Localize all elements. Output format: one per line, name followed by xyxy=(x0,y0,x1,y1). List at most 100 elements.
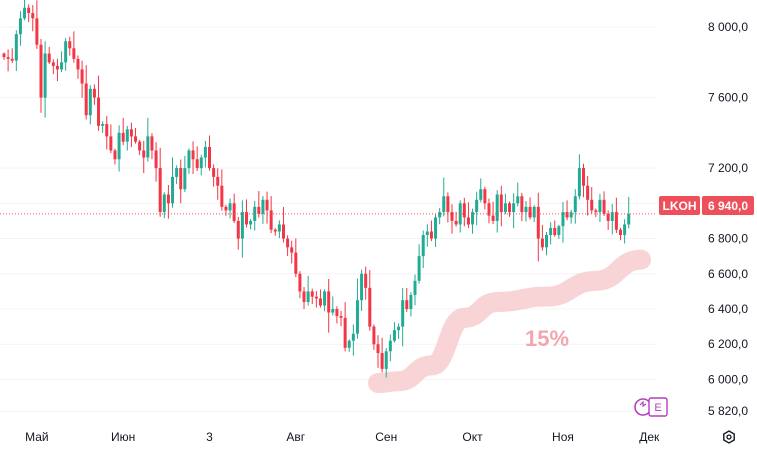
percent-annotation: 15% xyxy=(525,326,569,351)
candle-body xyxy=(72,48,76,59)
candle-body xyxy=(582,168,586,186)
candle-body xyxy=(302,291,306,302)
y-tick-label: 8 000,0 xyxy=(708,20,748,34)
candle-body xyxy=(372,326,376,345)
candle-body xyxy=(573,196,577,213)
candle-body xyxy=(23,7,27,19)
x-tick-label: Авг xyxy=(286,430,305,444)
candle-body xyxy=(384,351,388,369)
y-tick-label: 6 200,0 xyxy=(708,337,748,351)
candle-body xyxy=(14,34,18,61)
x-axis[interactable]: Май Июн 3 Авг Сен Окт Ноя Дек xyxy=(25,430,660,444)
candle-body xyxy=(590,199,594,211)
x-tick-label: Дек xyxy=(639,430,660,444)
candle-body xyxy=(80,69,84,84)
candle-body xyxy=(417,256,421,281)
candle-body xyxy=(392,330,396,341)
candle-body xyxy=(343,317,347,348)
candle-body xyxy=(236,220,240,239)
ticker-label: LKOH xyxy=(663,199,697,213)
candle-body xyxy=(6,57,10,59)
gear-icon-center xyxy=(726,434,732,440)
candle-body xyxy=(298,273,302,292)
candle-body xyxy=(586,185,590,200)
candle-body xyxy=(458,203,462,225)
y-tick-label: 6 000,0 xyxy=(708,372,748,386)
candle-body xyxy=(179,168,183,190)
candle-body xyxy=(212,168,216,177)
candle-body xyxy=(421,235,425,257)
candle-body xyxy=(47,53,51,63)
candle-body xyxy=(97,97,101,126)
candle-body xyxy=(203,146,207,158)
settings-button[interactable] xyxy=(721,429,737,445)
candle-body xyxy=(240,212,244,239)
candle-body xyxy=(306,291,310,302)
y-tick-label: 7 200,0 xyxy=(708,161,748,175)
candle-body xyxy=(454,220,458,225)
candle-body xyxy=(101,124,105,126)
candle-body xyxy=(261,199,265,214)
candle-body xyxy=(331,309,335,313)
candle-body xyxy=(253,206,257,221)
candle-body xyxy=(150,136,154,151)
x-tick-label: Сен xyxy=(375,430,397,444)
candle-body xyxy=(610,212,614,221)
candle-body xyxy=(351,333,355,341)
candle-body xyxy=(281,224,285,239)
candle-body xyxy=(512,203,516,213)
ticker-badge[interactable]: LKOH xyxy=(659,196,700,215)
candle-body xyxy=(195,159,199,169)
candle-body xyxy=(339,316,343,318)
candle-body xyxy=(142,150,146,158)
candle-body xyxy=(429,231,433,239)
price-badge[interactable]: 6 940,0 xyxy=(702,196,754,215)
candle-body xyxy=(257,206,261,214)
candle-body xyxy=(121,132,125,142)
candle-body xyxy=(68,41,72,49)
candle-body xyxy=(76,58,80,70)
candle-body xyxy=(109,136,113,151)
y-tick-label: 5 820,0 xyxy=(708,404,748,418)
candle-body xyxy=(479,189,483,200)
candle-body xyxy=(503,203,507,213)
candle-body xyxy=(434,217,438,239)
candle-body xyxy=(199,157,203,169)
candle-body xyxy=(335,309,339,317)
candles xyxy=(2,0,631,378)
x-tick-label: 3 xyxy=(206,430,213,444)
x-tick-label: Ноя xyxy=(552,430,574,444)
candle-body xyxy=(413,280,417,295)
candle-body xyxy=(269,210,273,230)
candle-body xyxy=(191,150,195,160)
candle-body xyxy=(208,146,211,169)
candle-body xyxy=(376,344,380,354)
candle-body xyxy=(113,150,117,160)
event-marker[interactable]: E xyxy=(634,397,668,417)
candle-body xyxy=(158,168,162,213)
candle-body xyxy=(166,194,170,204)
y-tick-label: 6 600,0 xyxy=(708,267,748,281)
candle-body xyxy=(627,213,631,225)
candle-body xyxy=(64,41,68,63)
candle-body xyxy=(483,189,487,204)
y-axis[interactable]: 8 000,07 600,07 200,07 000,06 800,06 600… xyxy=(708,20,748,418)
candle-body xyxy=(265,199,269,211)
candle-body xyxy=(495,194,499,221)
candle-body xyxy=(405,300,409,310)
candle-body xyxy=(84,83,88,116)
candle-body xyxy=(290,247,294,253)
candle-body xyxy=(323,291,327,306)
candle-body xyxy=(516,196,520,204)
candle-body xyxy=(310,291,314,297)
candle-body xyxy=(561,212,565,227)
candle-body xyxy=(228,203,232,211)
candle-body xyxy=(487,203,491,216)
candle-body xyxy=(31,13,35,19)
candle-body xyxy=(528,206,532,218)
candle-body xyxy=(187,150,191,169)
candle-body xyxy=(154,150,158,169)
candle-body xyxy=(577,168,581,197)
candle-body xyxy=(388,340,392,352)
